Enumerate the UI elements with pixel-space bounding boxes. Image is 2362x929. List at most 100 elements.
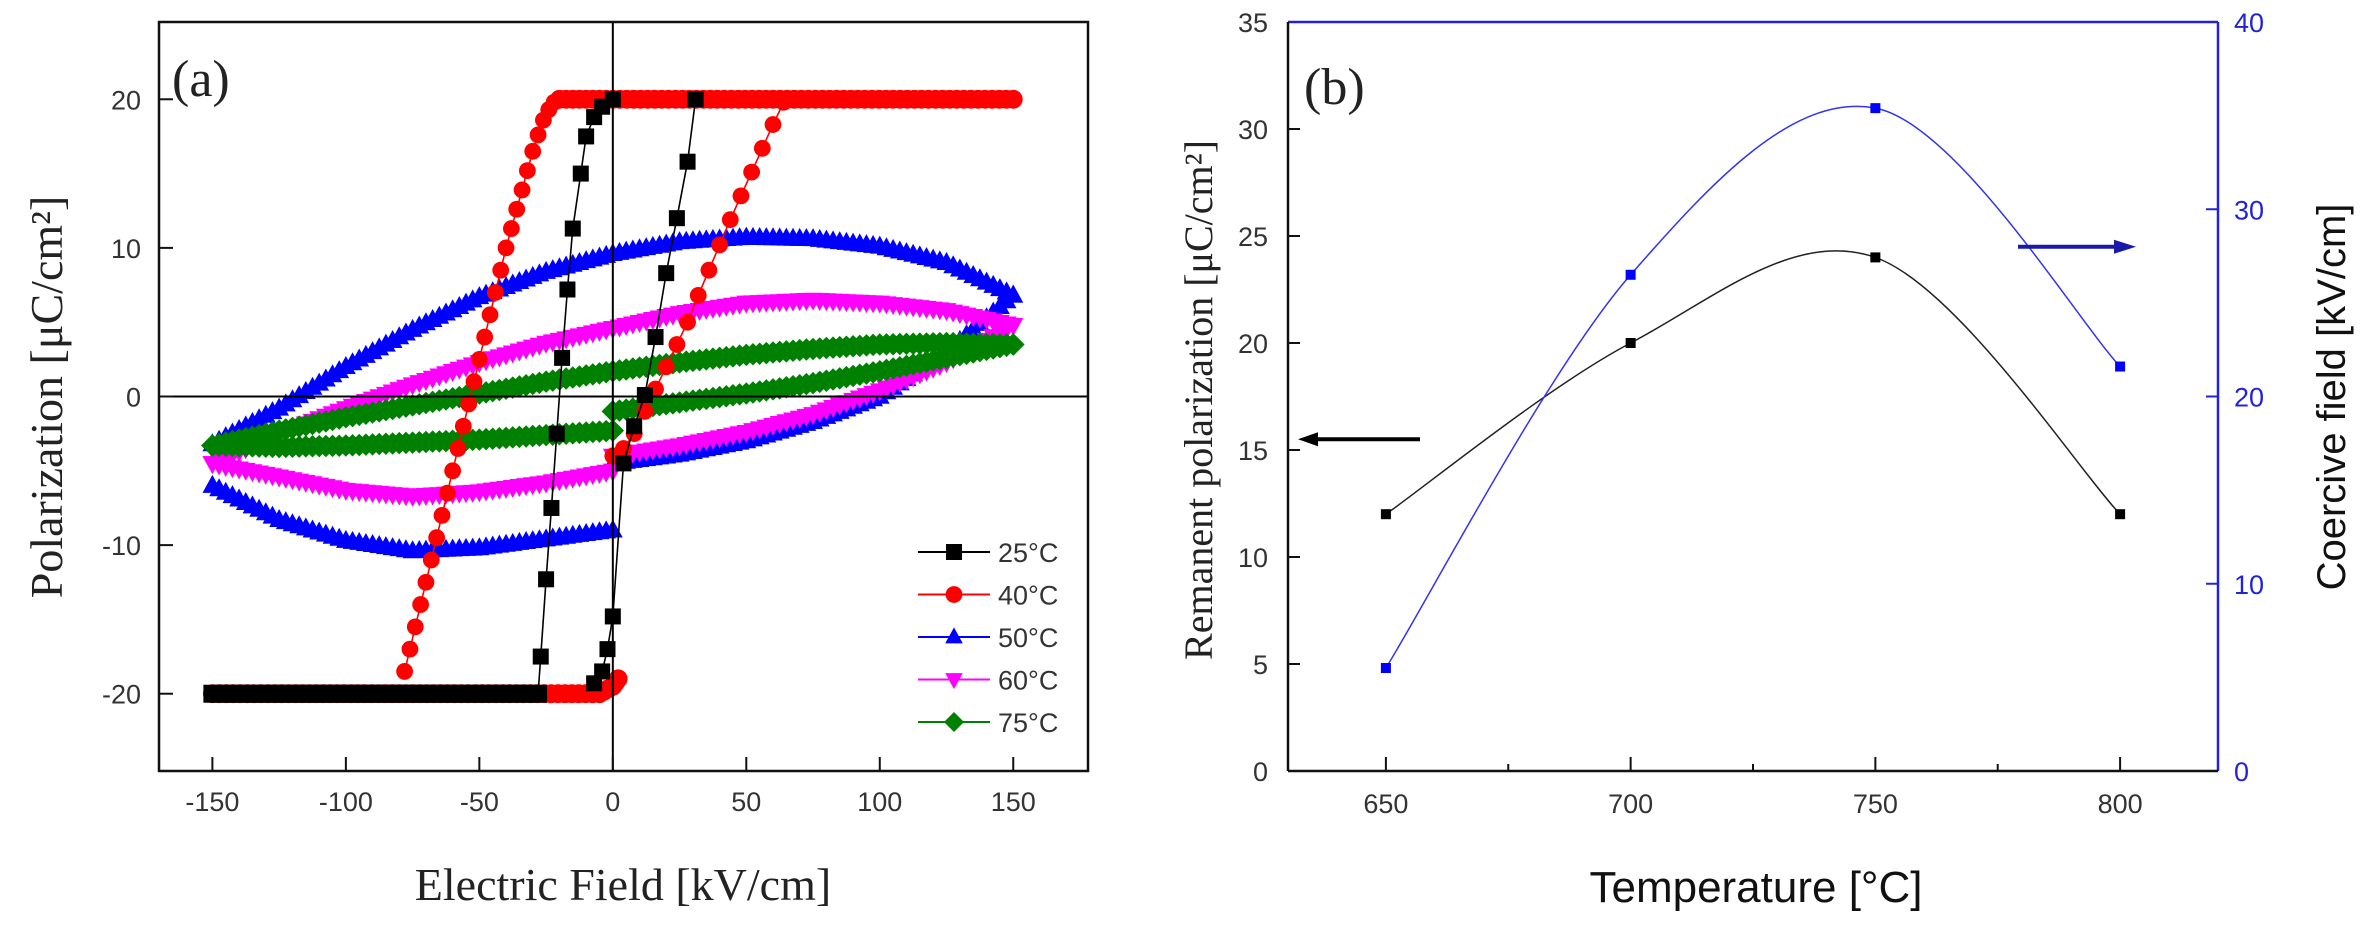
b-left-y-axis-title: Remanent polarization [μC/cm²] [1176,140,1221,660]
a-data-point [492,261,510,279]
a-legend: 25°C 40°C 50°C 60°C 75°C [918,538,1058,738]
a-data-point [658,265,675,282]
a-data-point [401,640,419,658]
a-data-point [543,499,560,516]
a-data-point [711,236,729,254]
a-data-point [396,663,413,680]
b-data-point [1625,338,1636,348]
b-left-y-tick-label: 10 [1238,543,1268,573]
a-data-point [513,181,531,199]
a-data-point [460,395,478,413]
a-data-point [689,287,707,304]
a-data-point [679,153,696,170]
b-data-point [1870,103,1881,114]
b-left-y-tick-label: 15 [1238,436,1268,466]
a-legend-label: 60°C [998,666,1058,696]
b-plot-area [1380,103,2126,674]
a-data-point [554,349,571,366]
a-data-point [564,220,581,237]
a-x-tick-label: 150 [991,787,1036,817]
a-data-point [438,484,456,502]
a-data-point [428,529,446,547]
a-data-point [700,261,718,279]
b-series-coercive-field [1380,103,2126,674]
a-y-axis-title: Polarization [μC/cm²] [21,196,72,599]
b-right-y-tick-label: 0 [2234,757,2249,787]
b-left-y-tick-label: 25 [1238,222,1268,252]
b-series-remanent-polarization [1380,250,2126,520]
a-data-point [524,142,542,160]
a-data-point [502,220,520,237]
b-data-point [1870,252,1881,263]
b-annotations [1298,239,2136,447]
b-right-y-tick-label: 20 [2234,383,2264,413]
b-data-point [2115,509,2126,520]
a-data-point [559,281,576,298]
b-x-tick-label: 650 [1363,789,1408,819]
a-legend-label: 25°C [998,538,1058,568]
a-data-point [203,684,222,703]
a-data-point [599,641,616,658]
b-x-axis: 650 700 750 800 [1363,757,2143,819]
a-data-point [529,126,547,144]
b-series-line [1385,105,2121,669]
a-data-point [668,336,686,353]
a-data-point [626,418,643,435]
a-data-point [481,306,499,324]
a-data-point [721,211,739,229]
b-left-y-tick-label: 35 [1238,8,1268,38]
a-data-point [615,440,632,457]
a-data-point [668,210,685,227]
a-data-point [775,93,793,111]
a-legend-item: 75°C [918,708,1058,738]
a-data-point [202,474,223,493]
b-series-line [1385,250,2121,515]
a-data-point [518,162,536,180]
a-data-point [679,313,696,331]
b-data-point [1380,663,1391,674]
a-legend-item: 50°C [918,623,1058,653]
a-x-axis: -150 -100 -50 0 50 100 150 [185,757,1036,817]
a-data-point [476,328,494,346]
a-data-point [412,596,430,613]
a-legend-marker [946,544,962,560]
a-legend-marker [945,586,963,603]
a-data-point [497,239,515,257]
a-data-point [532,648,549,665]
b-x-tick-label: 750 [1853,789,1898,819]
a-data-point [578,128,595,145]
a-data-point [594,663,611,680]
a-data-point [422,551,440,569]
a-data-point [530,685,547,702]
b-right-y-tick-label: 30 [2234,195,2264,225]
a-data-point [647,329,664,346]
a-data-point [433,506,451,524]
a-legend-item: 25°C [918,538,1058,568]
a-y-tick-label: 0 [126,383,141,413]
b-left-y-axis: 0 5 10 15 20 25 30 35 [1238,8,1300,787]
left-arrow-icon [1298,432,1420,447]
a-legend-marker [945,627,963,644]
a-y-tick-label: 20 [111,85,141,115]
b-panel-label: (b) [1304,59,1365,116]
a-plot-area [201,89,1025,704]
a-data-point [202,456,223,475]
a-panel-label: (a) [172,51,230,108]
a-series-25C [203,91,704,703]
b-data-point [1625,269,1636,280]
a-data-point [417,573,435,591]
b-left-y-tick-label: 5 [1253,650,1268,680]
b-right-y-tick-label: 40 [2234,8,2264,38]
right-arrow-icon [2018,239,2136,254]
b-x-axis-title: Temperature [°C] [1589,863,1922,912]
b-x-tick-label: 700 [1608,789,1653,819]
b-data-point [2115,361,2126,372]
a-data-point [444,462,462,480]
b-right-y-tick-label: 10 [2234,570,2264,600]
a-y-tick-label: -20 [102,680,141,710]
a-data-point [615,455,632,472]
a-data-point [608,669,628,689]
a-data-point [465,373,483,391]
a-legend-label: 75°C [998,708,1058,738]
